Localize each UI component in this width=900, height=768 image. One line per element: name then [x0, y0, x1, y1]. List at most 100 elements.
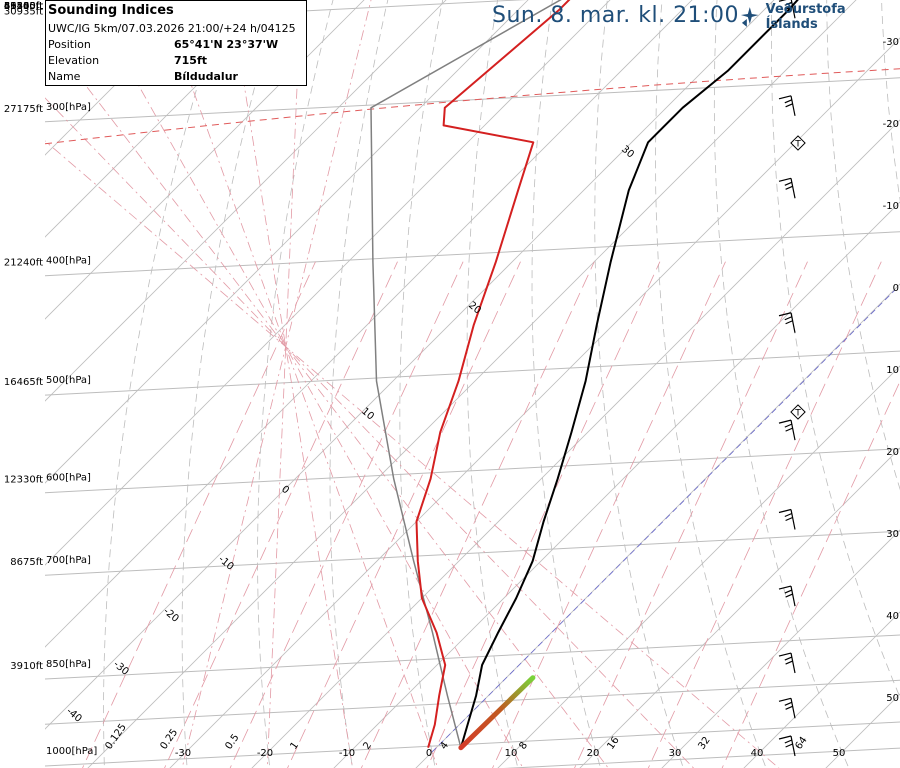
barb-flag	[784, 512, 793, 518]
isotherm-line	[333, 201, 900, 768]
info-title: Sounding Indices	[48, 3, 174, 18]
wind-barb-icon	[778, 697, 796, 719]
mixing-ratio-line	[426, 261, 661, 768]
isotherm-label-right: -30	[883, 37, 899, 48]
info-label: Elevation	[48, 54, 100, 67]
dry-adiabat-line	[655, 0, 767, 768]
wind-barb-icon	[778, 585, 796, 607]
height-label: 8675ft	[10, 557, 43, 568]
barb-flag	[785, 705, 793, 710]
barb-flag	[778, 652, 792, 657]
height-label: 16465ft	[4, 377, 43, 388]
moist-adiabat-line	[45, 140, 780, 768]
moist-adiabat-line	[230, 0, 353, 768]
mixing-ratio-line	[229, 261, 464, 768]
barb-flag	[778, 735, 792, 740]
dry-adiabat-line	[181, 0, 279, 768]
isotherm-label-right: 0	[893, 283, 899, 294]
barb-staff	[790, 178, 796, 199]
height-label: 21240ft	[4, 258, 43, 269]
mixing-ratio-line	[82, 261, 316, 768]
tropopause-marker-icon	[790, 404, 806, 420]
isotherm-line	[497, 365, 900, 768]
height-label: 56505ft	[4, 1, 43, 12]
vedurstofa-mark-icon	[740, 7, 759, 27]
dry-adiabat-line	[531, 0, 602, 768]
isotherm-line	[415, 283, 900, 768]
isotherm-label-bottom: 40	[751, 748, 764, 759]
barb-flag	[778, 585, 792, 590]
dewpoint-profile-line	[415, 0, 571, 748]
isotherm-label-right: 50	[886, 693, 899, 704]
tropopause-marker-label: T	[794, 140, 801, 150]
height-label: 3910ft	[10, 661, 43, 672]
barb-flag	[785, 516, 793, 522]
isotherm-label-bottom: 50	[833, 748, 846, 759]
mixing-ratio-label: 4	[438, 740, 451, 752]
mixing-ratio-label: 0.125	[103, 722, 128, 752]
barb-flag	[785, 5, 793, 10]
barb-flag	[778, 0, 787, 2]
forecast-time-title: Sun. 8. mar. kl. 21:00	[492, 3, 739, 28]
isotherm-label-right: -20	[883, 119, 899, 130]
pressure-label: 400[hPa]	[46, 256, 91, 267]
isotherm-label-right: 10	[886, 365, 899, 376]
logo-text: Veðurstofa Íslands	[765, 2, 846, 32]
dry-adiabat-label: 0	[279, 484, 291, 497]
dry-adiabat-line	[257, 0, 334, 768]
height-label: 12330ft	[4, 475, 43, 486]
dry-adiabat-line	[103, 0, 224, 768]
barb-flag	[785, 743, 793, 748]
dry-adiabat-line	[826, 0, 900, 491]
barb-flag	[784, 99, 793, 104]
barb-flag	[778, 508, 792, 514]
barb-flag	[785, 427, 793, 432]
surface-parcel-segment	[458, 675, 536, 751]
dry-adiabat-line	[713, 0, 850, 768]
parcel-path-line	[370, 0, 562, 748]
isobar-line	[45, 530, 900, 576]
isobar-line	[45, 448, 900, 494]
info-value-elevation: 715ft	[174, 54, 208, 67]
info-row-name: Name	[48, 70, 80, 83]
dry-adiabat-label: -20	[161, 606, 181, 625]
wind-barb-icon	[778, 652, 796, 674]
barb-flag	[785, 185, 793, 190]
isotherm-line	[825, 693, 900, 768]
dry-adiabat-line	[594, 0, 684, 768]
barb-flag	[785, 320, 793, 325]
barb-staff	[790, 585, 796, 607]
barb-flag	[778, 419, 792, 424]
barb-staff	[790, 735, 796, 757]
pressure-label: 850[hPa]	[46, 659, 91, 670]
barb-staff	[790, 95, 796, 116]
tropopause-marker-label: T	[794, 409, 801, 419]
isotherm-label-bottom: 0	[426, 748, 432, 759]
vedurstofa-logo: Veðurstofa Íslands	[738, 2, 900, 32]
wind-barb-icon	[778, 0, 796, 19]
isotherm-line	[661, 529, 900, 768]
info-value-position: 65°41'N 23°37'W	[174, 38, 279, 51]
barb-flag	[784, 589, 793, 594]
height-label: 49430ft	[4, 1, 43, 12]
barb-flag	[778, 697, 792, 702]
dry-adiabat-label: 30	[619, 144, 636, 161]
dry-adiabat-line	[466, 0, 519, 768]
mixing-ratio-line	[492, 261, 726, 768]
dry-adiabat-line	[329, 0, 389, 768]
height-label: 63205ft	[4, 1, 43, 12]
isobar-line	[45, 634, 900, 680]
info-label: Position	[48, 38, 91, 51]
moist-adiabat-line	[181, 0, 372, 768]
isotherm-line	[251, 119, 900, 768]
pressure-label: 300[hPa]	[46, 102, 91, 113]
pressure-label: 500[hPa]	[46, 375, 91, 386]
height-label: 41360ft	[4, 1, 43, 12]
tropopause-marker-icon	[790, 135, 806, 151]
barb-flag	[784, 701, 793, 706]
